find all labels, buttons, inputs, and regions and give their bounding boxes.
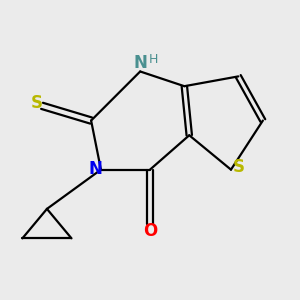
Text: S: S	[232, 158, 244, 176]
Text: S: S	[31, 94, 43, 112]
Text: O: O	[143, 222, 157, 240]
Text: N: N	[133, 54, 147, 72]
Text: N: N	[88, 160, 102, 178]
Text: H: H	[149, 53, 159, 66]
